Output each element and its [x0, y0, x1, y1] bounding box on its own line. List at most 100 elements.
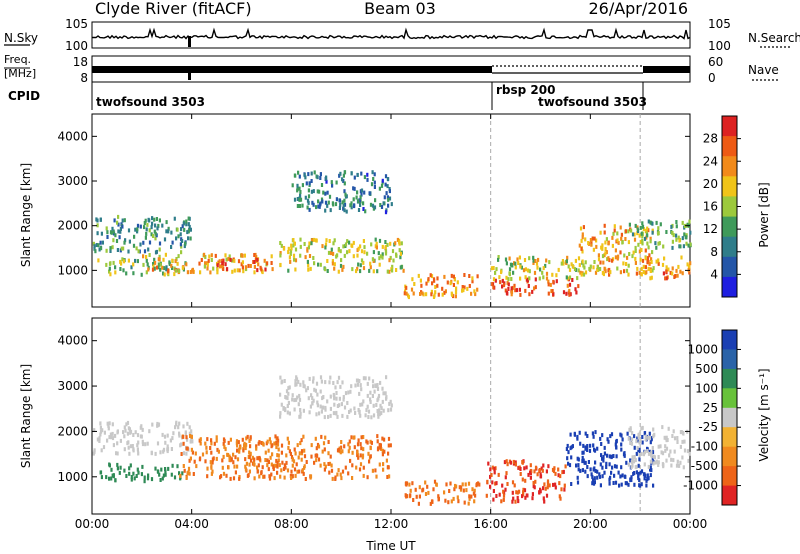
data-cell — [210, 258, 213, 262]
data-cell — [512, 285, 515, 290]
data-cell — [110, 230, 113, 235]
data-cell — [108, 476, 111, 481]
data-cell — [591, 481, 594, 486]
data-cell — [310, 171, 313, 176]
data-cell — [304, 175, 307, 180]
data-cell — [555, 279, 558, 284]
data-cell — [533, 469, 536, 474]
data-cell — [310, 179, 313, 183]
data-cell — [377, 411, 380, 416]
data-cell — [408, 482, 411, 487]
data-cell — [288, 385, 291, 390]
data-cell — [571, 278, 574, 282]
data-cell — [111, 422, 114, 427]
data-cell — [494, 270, 497, 275]
data-cell — [520, 265, 523, 270]
data-cell — [599, 462, 602, 467]
data-cell — [661, 451, 665, 456]
data-cell — [365, 439, 368, 444]
data-cell — [681, 236, 684, 241]
data-cell — [657, 231, 660, 236]
data-cell — [391, 264, 394, 269]
data-cell — [677, 235, 680, 240]
data-cell — [398, 240, 401, 245]
data-cell — [317, 204, 320, 209]
data-cell — [671, 271, 674, 276]
data-cell — [203, 264, 206, 269]
data-cell — [140, 272, 143, 277]
data-cell — [181, 239, 184, 243]
data-cell — [461, 285, 464, 289]
data-cell — [628, 222, 631, 227]
data-cell — [108, 269, 111, 274]
data-cell — [382, 201, 385, 206]
data-cell — [500, 270, 503, 275]
data-cell — [641, 258, 645, 263]
data-cell — [326, 259, 329, 263]
data-cell — [652, 483, 655, 488]
data-cell — [491, 282, 494, 287]
freq-label: Freq. — [4, 53, 31, 66]
data-cell — [633, 455, 636, 459]
data-cell — [387, 203, 390, 208]
data-cell — [647, 451, 651, 456]
data-cell — [106, 438, 109, 443]
data-cell — [492, 285, 495, 290]
data-cell — [199, 441, 202, 446]
data-cell — [581, 459, 584, 464]
data-cell — [348, 249, 351, 254]
data-cell — [676, 273, 679, 278]
data-cell — [596, 446, 599, 451]
data-cell — [294, 258, 298, 263]
data-cell — [459, 487, 463, 492]
data-cell — [296, 395, 299, 400]
data-cell — [601, 456, 604, 461]
data-cell — [374, 198, 377, 203]
data-cell — [123, 468, 126, 473]
data-cell — [461, 482, 464, 487]
data-cell — [302, 434, 305, 439]
data-cell — [136, 433, 140, 438]
data-cell — [256, 268, 259, 273]
data-cell — [283, 463, 286, 468]
data-cell — [546, 485, 549, 490]
data-cell — [640, 469, 644, 474]
data-cell — [185, 219, 188, 224]
data-cell — [624, 237, 627, 241]
data-cell — [358, 391, 361, 396]
data-cell — [516, 495, 519, 500]
data-cell — [335, 411, 338, 416]
data-cell — [493, 466, 496, 471]
data-cell — [519, 264, 522, 269]
data-cell — [303, 454, 307, 459]
colorbar-swatch — [722, 466, 737, 486]
data-cell — [320, 379, 323, 384]
colorbar-swatch — [722, 446, 737, 467]
data-cell — [678, 238, 681, 243]
data-cell — [631, 431, 634, 436]
data-cell — [249, 264, 252, 268]
data-cell — [381, 452, 384, 457]
data-cell — [216, 267, 219, 272]
beam-title: Beam 03 — [364, 0, 436, 18]
data-cell — [315, 205, 318, 210]
data-cell — [590, 472, 593, 477]
data-cell — [287, 250, 290, 255]
data-cell — [195, 464, 198, 469]
colorbar-swatch — [722, 388, 737, 409]
nsearch-tick-bottom: 100 — [708, 39, 731, 53]
data-cell — [331, 476, 334, 481]
colorbar-swatch — [722, 196, 737, 217]
data-cell — [604, 240, 607, 245]
data-cell — [369, 397, 372, 402]
data-cell — [310, 189, 313, 194]
data-cell — [328, 470, 331, 475]
data-cell — [575, 463, 578, 468]
data-cell — [337, 375, 341, 380]
data-cell — [502, 283, 506, 288]
data-cell — [492, 277, 496, 282]
data-cell — [289, 259, 292, 264]
data-cell — [565, 291, 568, 296]
data-cell — [645, 483, 648, 488]
